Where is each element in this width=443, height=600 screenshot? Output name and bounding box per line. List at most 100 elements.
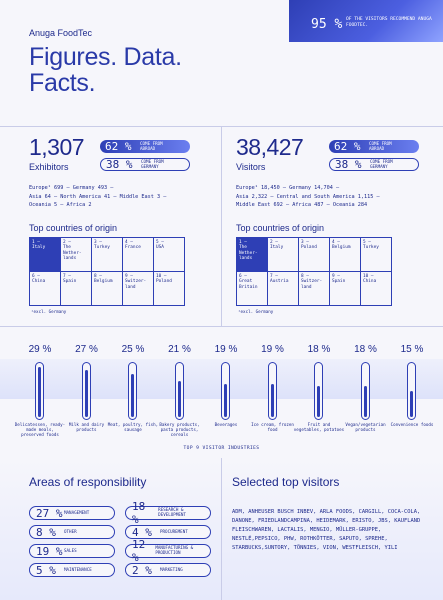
visitors-abroad-text: COME FROM ABROAD bbox=[369, 142, 409, 152]
responsibility-pct: 12 % bbox=[126, 538, 155, 564]
responsibility-label: OTHER bbox=[64, 530, 77, 535]
industry-label: Ice cream, frozen food bbox=[247, 422, 299, 432]
country-cell: 9 — Spain bbox=[330, 272, 361, 306]
country-cell: 7 — Spain bbox=[61, 272, 92, 306]
industry-pct: 18 % bbox=[299, 344, 339, 355]
industry-bar-track bbox=[268, 362, 277, 420]
exhibitors-country-grid: 1 — Italy 2 — The Nether- lands 3 — Turkey… bbox=[29, 237, 185, 306]
exhibitors-footnote: ¹excl. Germany bbox=[31, 309, 66, 314]
industry-pct: 27 % bbox=[67, 344, 107, 355]
responsibility-pct: 2 % bbox=[126, 564, 160, 577]
exhibitors-label: Exhibitors bbox=[29, 162, 69, 172]
visitors-regions-line: Europe¹ 18,450 — Germany 14,704 — bbox=[236, 184, 436, 193]
visitors-abroad-pct: 62 % bbox=[329, 140, 369, 153]
industry-bar bbox=[364, 386, 367, 417]
responsibility-pct: 27 % bbox=[30, 507, 64, 520]
responsibility-pct: 5 % bbox=[30, 564, 64, 577]
industry-pct: 21 % bbox=[160, 344, 200, 355]
industry-bar bbox=[317, 386, 320, 417]
recommend-banner: 95 % OF THE VISITORS RECOMMEND ANUGA FOO… bbox=[289, 0, 443, 42]
page-title-line1: Figures. Data. bbox=[29, 44, 182, 70]
industry-label: Vegan/vegetarian products bbox=[340, 422, 392, 432]
responsibility-item: 18 % RESEARCH & DEVELOPMENT bbox=[125, 506, 211, 520]
industry-bar bbox=[131, 374, 134, 417]
responsibility-item: 4 % PROCUREMENT bbox=[125, 525, 211, 539]
responsibility-label: MANUFACTURING & PRODUCTION bbox=[155, 546, 210, 556]
country-row: 6 — China 7 — Spain 8 — Belgium 9 — Switzer… bbox=[30, 272, 185, 306]
page-title: Figures. Data. Facts. bbox=[29, 44, 182, 96]
responsibility-item: 12 % MANUFACTURING & PRODUCTION bbox=[125, 544, 211, 558]
country-cell: 2 — The Nether- lands bbox=[61, 238, 92, 272]
brand-name: Anuga FoodTec bbox=[29, 28, 92, 38]
recommend-text: OF THE VISITORS RECOMMEND ANUGA FOODTEC. bbox=[346, 17, 441, 28]
country-cell: 3 — Poland bbox=[299, 238, 330, 272]
industry-bar-track bbox=[361, 362, 370, 420]
divider bbox=[221, 458, 222, 600]
industry-label: Fruit and vegetables, potatoes bbox=[293, 422, 345, 432]
industry-pct: 29 % bbox=[20, 344, 60, 355]
industry-pct: 15 % bbox=[392, 344, 432, 355]
responsibility-item: 5 % MAINTENANCE bbox=[29, 563, 115, 577]
industry-pct: 19 % bbox=[253, 344, 293, 355]
exhibitors-germany-pill: 38 % COME FROM GERMANY bbox=[100, 158, 190, 171]
visitors-footnote: ¹excl. Germany bbox=[238, 309, 273, 314]
responsibility-pct: 19 % bbox=[30, 545, 64, 558]
industry-label: Meat, poultry, fish, sausage bbox=[107, 422, 159, 432]
country-row: 1 — The Nether- lands 2 — Italy 3 — Poland… bbox=[237, 238, 392, 272]
industry-bar-track bbox=[221, 362, 230, 420]
industry-label: Beverages bbox=[200, 422, 252, 427]
responsibility-label: MAINTENANCE bbox=[64, 568, 92, 573]
industry-bar bbox=[224, 384, 227, 417]
responsibility-item: 2 % MARKETING bbox=[125, 563, 211, 577]
industry-pct: 25 % bbox=[113, 344, 153, 355]
divider bbox=[221, 126, 222, 326]
industry-bar-track bbox=[407, 362, 416, 420]
responsibility-label: PROCUREMENT bbox=[160, 530, 188, 535]
industry-bar-track bbox=[82, 362, 91, 420]
industry-bar-track bbox=[35, 362, 44, 420]
exhibitors-regions: Europe¹ 699 — Germany 493 — Asia 64 — No… bbox=[29, 184, 219, 210]
exhibitors-regions-line: Oceania 5 — Africa 2 bbox=[29, 201, 219, 210]
visitors-abroad-pill: 62 % COME FROM ABROAD bbox=[329, 140, 419, 153]
visitors-regions: Europe¹ 18,450 — Germany 14,704 — Asia 2… bbox=[236, 184, 436, 210]
visitors-origin-title: Top countries of origin bbox=[236, 223, 324, 233]
responsibility-title: Areas of responsibility bbox=[29, 475, 146, 489]
industry-bar bbox=[410, 391, 413, 417]
responsibility-item: 27 % MANAGEMENT bbox=[29, 506, 115, 520]
country-cell: 7 — Austria bbox=[268, 272, 299, 306]
industry-bar bbox=[178, 381, 181, 417]
top-visitors-title: Selected top visitors bbox=[232, 475, 339, 489]
country-row: 1 — Italy 2 — The Nether- lands 3 — Turkey… bbox=[30, 238, 185, 272]
visitors-germany-text: COME FROM GERMANY bbox=[370, 160, 410, 170]
industry-bar-track bbox=[314, 362, 323, 420]
responsibility-label: MANAGEMENT bbox=[64, 511, 89, 516]
industry-bar-track bbox=[128, 362, 137, 420]
industries-caption: TOP 9 VISITOR INDUSTRIES bbox=[0, 446, 443, 451]
industry-pct: 19 % bbox=[206, 344, 246, 355]
recommend-pct: 95 % bbox=[311, 17, 342, 32]
top-visitors-list: ADM, ANHEUSER BUSCH INBEV, ARLA FOODS, C… bbox=[232, 508, 427, 553]
industry-bar bbox=[271, 384, 274, 417]
country-cell: 5 — Turkey bbox=[361, 238, 392, 272]
country-cell: 6 — China bbox=[30, 272, 61, 306]
country-cell: 1 — Italy bbox=[30, 238, 61, 272]
country-cell: 10 — Poland bbox=[154, 272, 185, 306]
page-title-line2: Facts. bbox=[29, 70, 182, 96]
exhibitors-regions-line: Asia 64 — North America 41 — Middle East… bbox=[29, 193, 219, 202]
responsibility-pct: 18 % bbox=[126, 500, 158, 526]
visitors-label: Visitors bbox=[236, 162, 265, 172]
country-row: 6 — Great Britain 7 — Austria 8 — Switzer-… bbox=[237, 272, 392, 306]
exhibitors-abroad-pct: 62 % bbox=[100, 140, 140, 153]
visitors-country-grid: 1 — The Nether- lands 2 — Italy 3 — Poland… bbox=[236, 237, 392, 306]
country-cell: 6 — Great Britain bbox=[237, 272, 268, 306]
industry-label: Delicatessen, ready-made meals, preserve… bbox=[14, 422, 66, 437]
exhibitors-abroad-text: COME FROM ABROAD bbox=[140, 142, 180, 152]
country-cell: 3 — Turkey bbox=[92, 238, 123, 272]
exhibitors-abroad-pill: 62 % COME FROM ABROAD bbox=[100, 140, 190, 153]
visitors-number: 38,427 bbox=[236, 134, 303, 161]
visitors-regions-line: Middle East 692 — Africa 487 — Oceania 2… bbox=[236, 201, 436, 210]
industry-label: Bakery products, pasta products, cereals bbox=[154, 422, 206, 437]
industry-pct: 18 % bbox=[346, 344, 386, 355]
industry-bar-track bbox=[175, 362, 184, 420]
country-cell: 4 — France bbox=[123, 238, 154, 272]
